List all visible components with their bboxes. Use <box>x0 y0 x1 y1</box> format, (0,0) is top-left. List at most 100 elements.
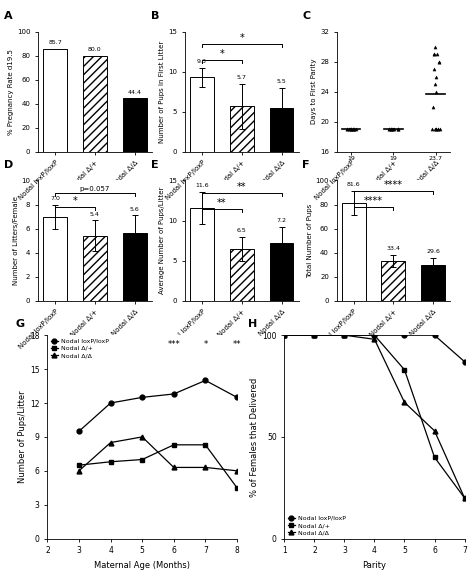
Nodal Δ/Δ <box>401 399 407 406</box>
Legend: Nodal loxP/loxP, Nodal Δ/+, Nodal Δ/Δ: Nodal loxP/loxP, Nodal Δ/+, Nodal Δ/Δ <box>51 338 109 358</box>
Nodal Δ/Δ <box>139 434 145 441</box>
Point <box>432 125 440 134</box>
Point <box>343 125 350 134</box>
Point <box>430 49 438 58</box>
Y-axis label: % of Females that Delivered: % of Females that Delivered <box>250 377 259 497</box>
Y-axis label: Days to First Parity: Days to First Parity <box>311 59 317 124</box>
Bar <box>270 243 293 301</box>
Point <box>432 87 439 96</box>
Text: 7.0: 7.0 <box>50 196 60 201</box>
Point <box>346 125 354 134</box>
Point <box>385 125 393 134</box>
Nodal Δ/+ <box>171 441 177 448</box>
Y-axis label: Average Number of Pups/Litter: Average Number of Pups/Litter <box>159 187 165 295</box>
Text: A: A <box>4 11 12 21</box>
Nodal loxP/loxP <box>139 394 145 401</box>
Line: Nodal loxP/loxP: Nodal loxP/loxP <box>77 378 239 434</box>
Nodal Δ/+ <box>202 441 208 448</box>
Point <box>431 42 439 51</box>
Text: 7.2: 7.2 <box>276 218 286 223</box>
Nodal Δ/Δ <box>108 439 113 446</box>
Point <box>343 125 350 134</box>
X-axis label: Parity: Parity <box>363 561 386 570</box>
Text: *: * <box>239 33 244 42</box>
Text: ****: **** <box>364 196 383 206</box>
Text: *: * <box>73 196 77 206</box>
Text: 5.4: 5.4 <box>90 211 100 217</box>
Nodal loxP/loxP <box>76 428 82 435</box>
Point <box>428 125 436 134</box>
Point <box>430 49 438 58</box>
Text: 81.6: 81.6 <box>347 182 360 187</box>
Point <box>387 125 394 134</box>
Point <box>388 125 396 134</box>
Point <box>347 125 355 134</box>
Point <box>350 125 358 134</box>
Point <box>349 125 356 134</box>
Point <box>391 125 398 134</box>
Text: **: ** <box>237 182 246 191</box>
Nodal loxP/loxP <box>372 332 377 339</box>
Nodal Δ/Δ <box>171 464 177 471</box>
Point <box>347 125 355 134</box>
Bar <box>83 236 107 301</box>
Text: F: F <box>302 160 310 170</box>
Text: 80.0: 80.0 <box>88 47 101 52</box>
Text: **: ** <box>233 340 241 349</box>
Text: C: C <box>302 11 310 21</box>
Bar <box>421 265 445 301</box>
Line: Nodal Δ/Δ: Nodal Δ/Δ <box>282 333 467 500</box>
Point <box>431 80 438 89</box>
Text: 19: 19 <box>390 156 397 162</box>
Point <box>436 57 443 66</box>
Nodal Δ/+ <box>401 366 407 373</box>
Nodal Δ/Δ <box>282 332 287 339</box>
Nodal Δ/+ <box>462 494 467 501</box>
Line: Nodal Δ/+: Nodal Δ/+ <box>77 442 239 490</box>
Text: p=0.057: p=0.057 <box>80 186 110 191</box>
Nodal Δ/+ <box>342 332 347 339</box>
Point <box>349 125 357 134</box>
Point <box>394 125 402 134</box>
Y-axis label: Total Number of Pups: Total Number of Pups <box>307 203 313 278</box>
Bar <box>342 203 365 301</box>
Nodal Δ/+ <box>108 458 113 465</box>
Nodal Δ/Δ <box>234 468 240 474</box>
Bar <box>123 233 146 301</box>
Text: ****: **** <box>384 180 403 190</box>
Point <box>436 125 444 134</box>
Line: Nodal Δ/+: Nodal Δ/+ <box>282 333 467 500</box>
Point <box>394 125 401 134</box>
Nodal loxP/loxP <box>171 391 177 398</box>
Text: *: * <box>219 49 224 58</box>
Point <box>435 125 442 134</box>
Point <box>394 125 401 134</box>
Text: 19: 19 <box>347 156 355 162</box>
Line: Nodal loxP/loxP: Nodal loxP/loxP <box>282 333 467 364</box>
Text: 44.4: 44.4 <box>128 90 142 95</box>
Nodal loxP/loxP <box>202 377 208 384</box>
Point <box>432 125 439 134</box>
Point <box>389 125 397 134</box>
Bar <box>190 77 214 152</box>
Nodal Δ/+ <box>76 462 82 469</box>
Text: *: * <box>203 340 208 349</box>
Text: 11.6: 11.6 <box>195 183 209 188</box>
Bar <box>230 106 254 152</box>
Text: G: G <box>15 319 24 329</box>
Bar <box>43 49 67 152</box>
Y-axis label: Number of Pups in First Litter: Number of Pups in First Litter <box>159 41 165 143</box>
Text: 5.7: 5.7 <box>237 75 246 80</box>
Nodal loxP/loxP <box>108 399 113 406</box>
Nodal Δ/Δ <box>372 336 377 343</box>
Text: B: B <box>151 11 159 21</box>
Nodal loxP/loxP <box>432 332 438 339</box>
Point <box>429 102 437 111</box>
Point <box>387 125 394 134</box>
Point <box>431 65 438 74</box>
Nodal Δ/+ <box>311 332 317 339</box>
Text: 23.7: 23.7 <box>429 156 443 162</box>
Text: 5.5: 5.5 <box>277 79 286 84</box>
Point <box>433 49 440 58</box>
Y-axis label: % Pregnancy Rate d19.5: % Pregnancy Rate d19.5 <box>8 49 14 135</box>
